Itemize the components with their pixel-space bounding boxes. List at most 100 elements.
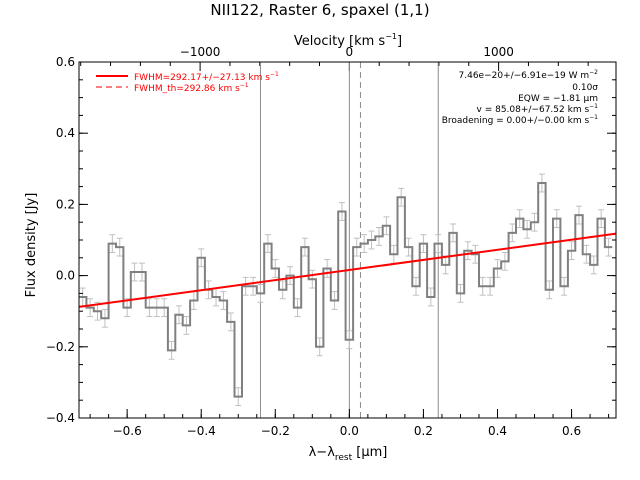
data-point bbox=[96, 310, 99, 312]
data-point bbox=[370, 239, 373, 241]
data-point bbox=[408, 246, 410, 248]
y-tick-label: 0.2 bbox=[56, 197, 75, 211]
annotations: 7.46e−20+/−6.91e−19 W m−2 0.10σ EQW = −1… bbox=[442, 69, 599, 126]
data-point bbox=[341, 210, 343, 213]
x-axis: −0.6 −0.4 −0.2 0.0 0.2 0.4 0.6 bbox=[89, 409, 610, 438]
data-point bbox=[133, 271, 136, 273]
data-point bbox=[119, 246, 121, 248]
spectrum-series bbox=[79, 182, 613, 398]
data-point bbox=[282, 289, 284, 291]
y-tick-label: 0.6 bbox=[56, 55, 75, 69]
data-point bbox=[348, 339, 350, 341]
x-tick-label: 0.0 bbox=[340, 424, 359, 438]
data-point bbox=[89, 307, 91, 309]
data-point bbox=[289, 275, 291, 277]
data-point bbox=[556, 218, 558, 220]
data-point bbox=[607, 246, 610, 248]
fit-line bbox=[78, 232, 617, 308]
data-point bbox=[252, 285, 254, 287]
data-point bbox=[482, 285, 484, 287]
data-point bbox=[237, 396, 239, 398]
data-point bbox=[474, 253, 476, 255]
data-point bbox=[267, 242, 269, 245]
data-point bbox=[148, 307, 150, 309]
x-tick-label: 0.6 bbox=[562, 424, 581, 438]
data-point bbox=[245, 285, 247, 287]
y-tick-label: 0.0 bbox=[56, 269, 75, 283]
y-axis-label: Flux density [Jy] bbox=[24, 193, 39, 298]
data-point bbox=[326, 267, 328, 270]
data-point bbox=[215, 296, 217, 298]
data-point bbox=[600, 218, 602, 220]
data-point bbox=[311, 278, 313, 280]
data-point bbox=[563, 285, 565, 287]
data-point bbox=[430, 296, 432, 298]
y-axis: −0.4 −0.2 0.0 0.2 0.4 0.6 bbox=[46, 55, 616, 425]
data-point bbox=[222, 299, 225, 302]
data-point bbox=[333, 299, 336, 302]
data-point bbox=[422, 242, 425, 245]
data-point bbox=[104, 317, 106, 319]
data-point bbox=[526, 228, 528, 230]
data-point bbox=[185, 324, 187, 327]
data-point bbox=[385, 225, 387, 227]
legend: FWHM=292.17+/−27.13 km s−1 FWHM_th=292.8… bbox=[96, 71, 279, 94]
data-point bbox=[156, 307, 158, 309]
data-point bbox=[296, 307, 299, 309]
data-point bbox=[193, 299, 195, 302]
data-point bbox=[415, 285, 417, 287]
data-point bbox=[519, 218, 521, 220]
chart-title: NII122, Raster 6, spaxel (1,1) bbox=[210, 1, 429, 19]
data-point bbox=[319, 346, 321, 348]
top-axis-label: Velocity [km s−1] bbox=[294, 32, 402, 49]
y-tick-label: 0.4 bbox=[56, 126, 75, 140]
data-point bbox=[111, 242, 113, 245]
data-point bbox=[467, 250, 469, 252]
data-point bbox=[230, 321, 232, 323]
data-point bbox=[170, 349, 173, 351]
data-point bbox=[259, 292, 262, 294]
data-point bbox=[363, 242, 365, 245]
data-point bbox=[274, 267, 276, 270]
annotation-sigma: 0.10σ bbox=[572, 83, 598, 93]
annotation-eqw: EQW = −1.81 μm bbox=[518, 94, 598, 104]
spectrum-line bbox=[79, 182, 613, 398]
x-tick-label: 0.2 bbox=[414, 424, 433, 438]
data-point bbox=[504, 260, 506, 262]
x-tick-label: 0.4 bbox=[488, 424, 507, 438]
fit-series bbox=[78, 232, 617, 308]
y-tick-label: −0.4 bbox=[46, 411, 75, 425]
reference-lines bbox=[259, 62, 439, 418]
annotation-velocity: v = 85.08+/−67.52 km s−1 bbox=[477, 103, 599, 115]
data-point bbox=[378, 235, 380, 238]
data-point bbox=[548, 289, 550, 291]
data-point bbox=[452, 232, 454, 234]
legend-entry-fwhm: FWHM=292.17+/−27.13 km s−1 bbox=[134, 71, 279, 83]
legend-entry-fwhm-th: FWHM_th=292.86 km s−1 bbox=[134, 82, 249, 94]
data-point bbox=[82, 296, 84, 298]
data-point bbox=[393, 253, 395, 255]
data-point bbox=[163, 307, 165, 309]
data-point bbox=[489, 285, 491, 287]
data-point bbox=[459, 292, 462, 294]
data-point bbox=[496, 267, 499, 270]
annotation-flux: 7.46e−20+/−6.91e−19 W m−2 bbox=[459, 69, 599, 81]
data-point bbox=[126, 307, 128, 309]
data-point bbox=[141, 271, 143, 273]
top-tick-label: 1000 bbox=[483, 45, 514, 59]
data-point bbox=[511, 232, 513, 234]
data-point bbox=[200, 257, 202, 259]
data-point bbox=[593, 264, 595, 266]
x-axis-label: λ−λrest [μm] bbox=[309, 445, 388, 463]
annotation-broadening: Broadening = 0.00+/−0.00 km s−1 bbox=[442, 114, 598, 126]
data-point bbox=[445, 264, 447, 266]
top-tick-label: 0 bbox=[346, 45, 354, 59]
top-tick-label: −1000 bbox=[180, 45, 221, 59]
data-point bbox=[570, 250, 573, 252]
x-tick-label: −0.4 bbox=[187, 424, 216, 438]
data-point bbox=[304, 246, 306, 248]
data-point bbox=[578, 214, 580, 216]
data-point bbox=[356, 246, 358, 248]
x-tick-label: −0.2 bbox=[261, 424, 290, 438]
